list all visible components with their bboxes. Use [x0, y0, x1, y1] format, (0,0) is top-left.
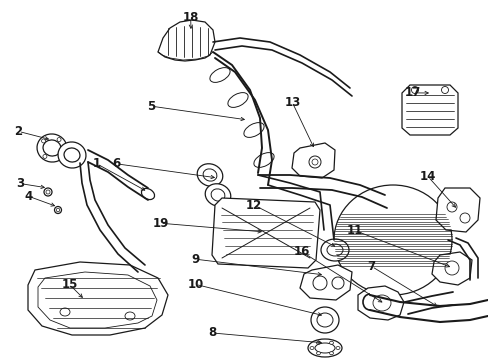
- Ellipse shape: [329, 352, 333, 355]
- Ellipse shape: [64, 148, 80, 162]
- Ellipse shape: [308, 156, 320, 168]
- Polygon shape: [401, 85, 457, 135]
- Polygon shape: [291, 143, 334, 178]
- Ellipse shape: [209, 68, 230, 82]
- Ellipse shape: [41, 139, 45, 143]
- Ellipse shape: [203, 169, 217, 181]
- Text: 17: 17: [404, 86, 421, 99]
- Text: 12: 12: [245, 199, 262, 212]
- Ellipse shape: [446, 202, 456, 212]
- Polygon shape: [431, 252, 471, 285]
- Ellipse shape: [44, 188, 52, 196]
- Ellipse shape: [307, 339, 341, 357]
- Ellipse shape: [320, 239, 348, 261]
- Polygon shape: [299, 265, 351, 300]
- Text: 2: 2: [15, 125, 22, 138]
- Ellipse shape: [326, 244, 342, 256]
- Text: 16: 16: [293, 246, 310, 258]
- Ellipse shape: [60, 308, 70, 316]
- Ellipse shape: [205, 184, 230, 206]
- Text: 11: 11: [346, 224, 362, 237]
- Ellipse shape: [335, 346, 339, 350]
- Text: 18: 18: [182, 11, 199, 24]
- Ellipse shape: [329, 341, 333, 344]
- Polygon shape: [158, 20, 215, 61]
- Ellipse shape: [411, 86, 418, 94]
- Polygon shape: [435, 188, 479, 232]
- Text: 4: 4: [24, 190, 32, 203]
- Ellipse shape: [316, 352, 320, 355]
- Text: 13: 13: [284, 96, 300, 109]
- Text: 1: 1: [93, 157, 101, 170]
- Ellipse shape: [211, 189, 224, 201]
- Ellipse shape: [316, 313, 332, 327]
- Ellipse shape: [316, 341, 320, 344]
- Ellipse shape: [309, 346, 313, 350]
- Ellipse shape: [58, 153, 62, 157]
- Ellipse shape: [244, 123, 264, 138]
- Polygon shape: [28, 262, 168, 335]
- Ellipse shape: [444, 261, 458, 275]
- Text: 14: 14: [419, 170, 435, 183]
- Ellipse shape: [43, 140, 61, 156]
- Text: 15: 15: [61, 278, 78, 291]
- Ellipse shape: [314, 343, 334, 353]
- Polygon shape: [38, 272, 157, 328]
- Ellipse shape: [57, 138, 61, 141]
- Text: 19: 19: [152, 217, 168, 230]
- Ellipse shape: [37, 134, 67, 162]
- Ellipse shape: [227, 93, 247, 107]
- Ellipse shape: [311, 159, 317, 165]
- Text: 3: 3: [17, 177, 24, 190]
- Text: 6: 6: [112, 157, 120, 170]
- Ellipse shape: [372, 295, 390, 311]
- Text: 10: 10: [187, 278, 203, 291]
- Ellipse shape: [125, 312, 135, 320]
- Polygon shape: [357, 286, 403, 320]
- Ellipse shape: [43, 154, 47, 158]
- Polygon shape: [212, 198, 319, 268]
- Ellipse shape: [54, 207, 61, 213]
- Ellipse shape: [46, 190, 50, 194]
- Text: 9: 9: [191, 253, 199, 266]
- Ellipse shape: [197, 164, 223, 186]
- Ellipse shape: [56, 208, 60, 212]
- Ellipse shape: [441, 86, 447, 94]
- Ellipse shape: [333, 185, 451, 295]
- Ellipse shape: [310, 307, 338, 333]
- Ellipse shape: [141, 188, 154, 199]
- Ellipse shape: [459, 213, 469, 223]
- Ellipse shape: [58, 142, 86, 168]
- Text: 7: 7: [367, 260, 375, 273]
- Ellipse shape: [253, 153, 274, 167]
- Text: 8: 8: [208, 327, 216, 339]
- Text: 5: 5: [147, 100, 155, 113]
